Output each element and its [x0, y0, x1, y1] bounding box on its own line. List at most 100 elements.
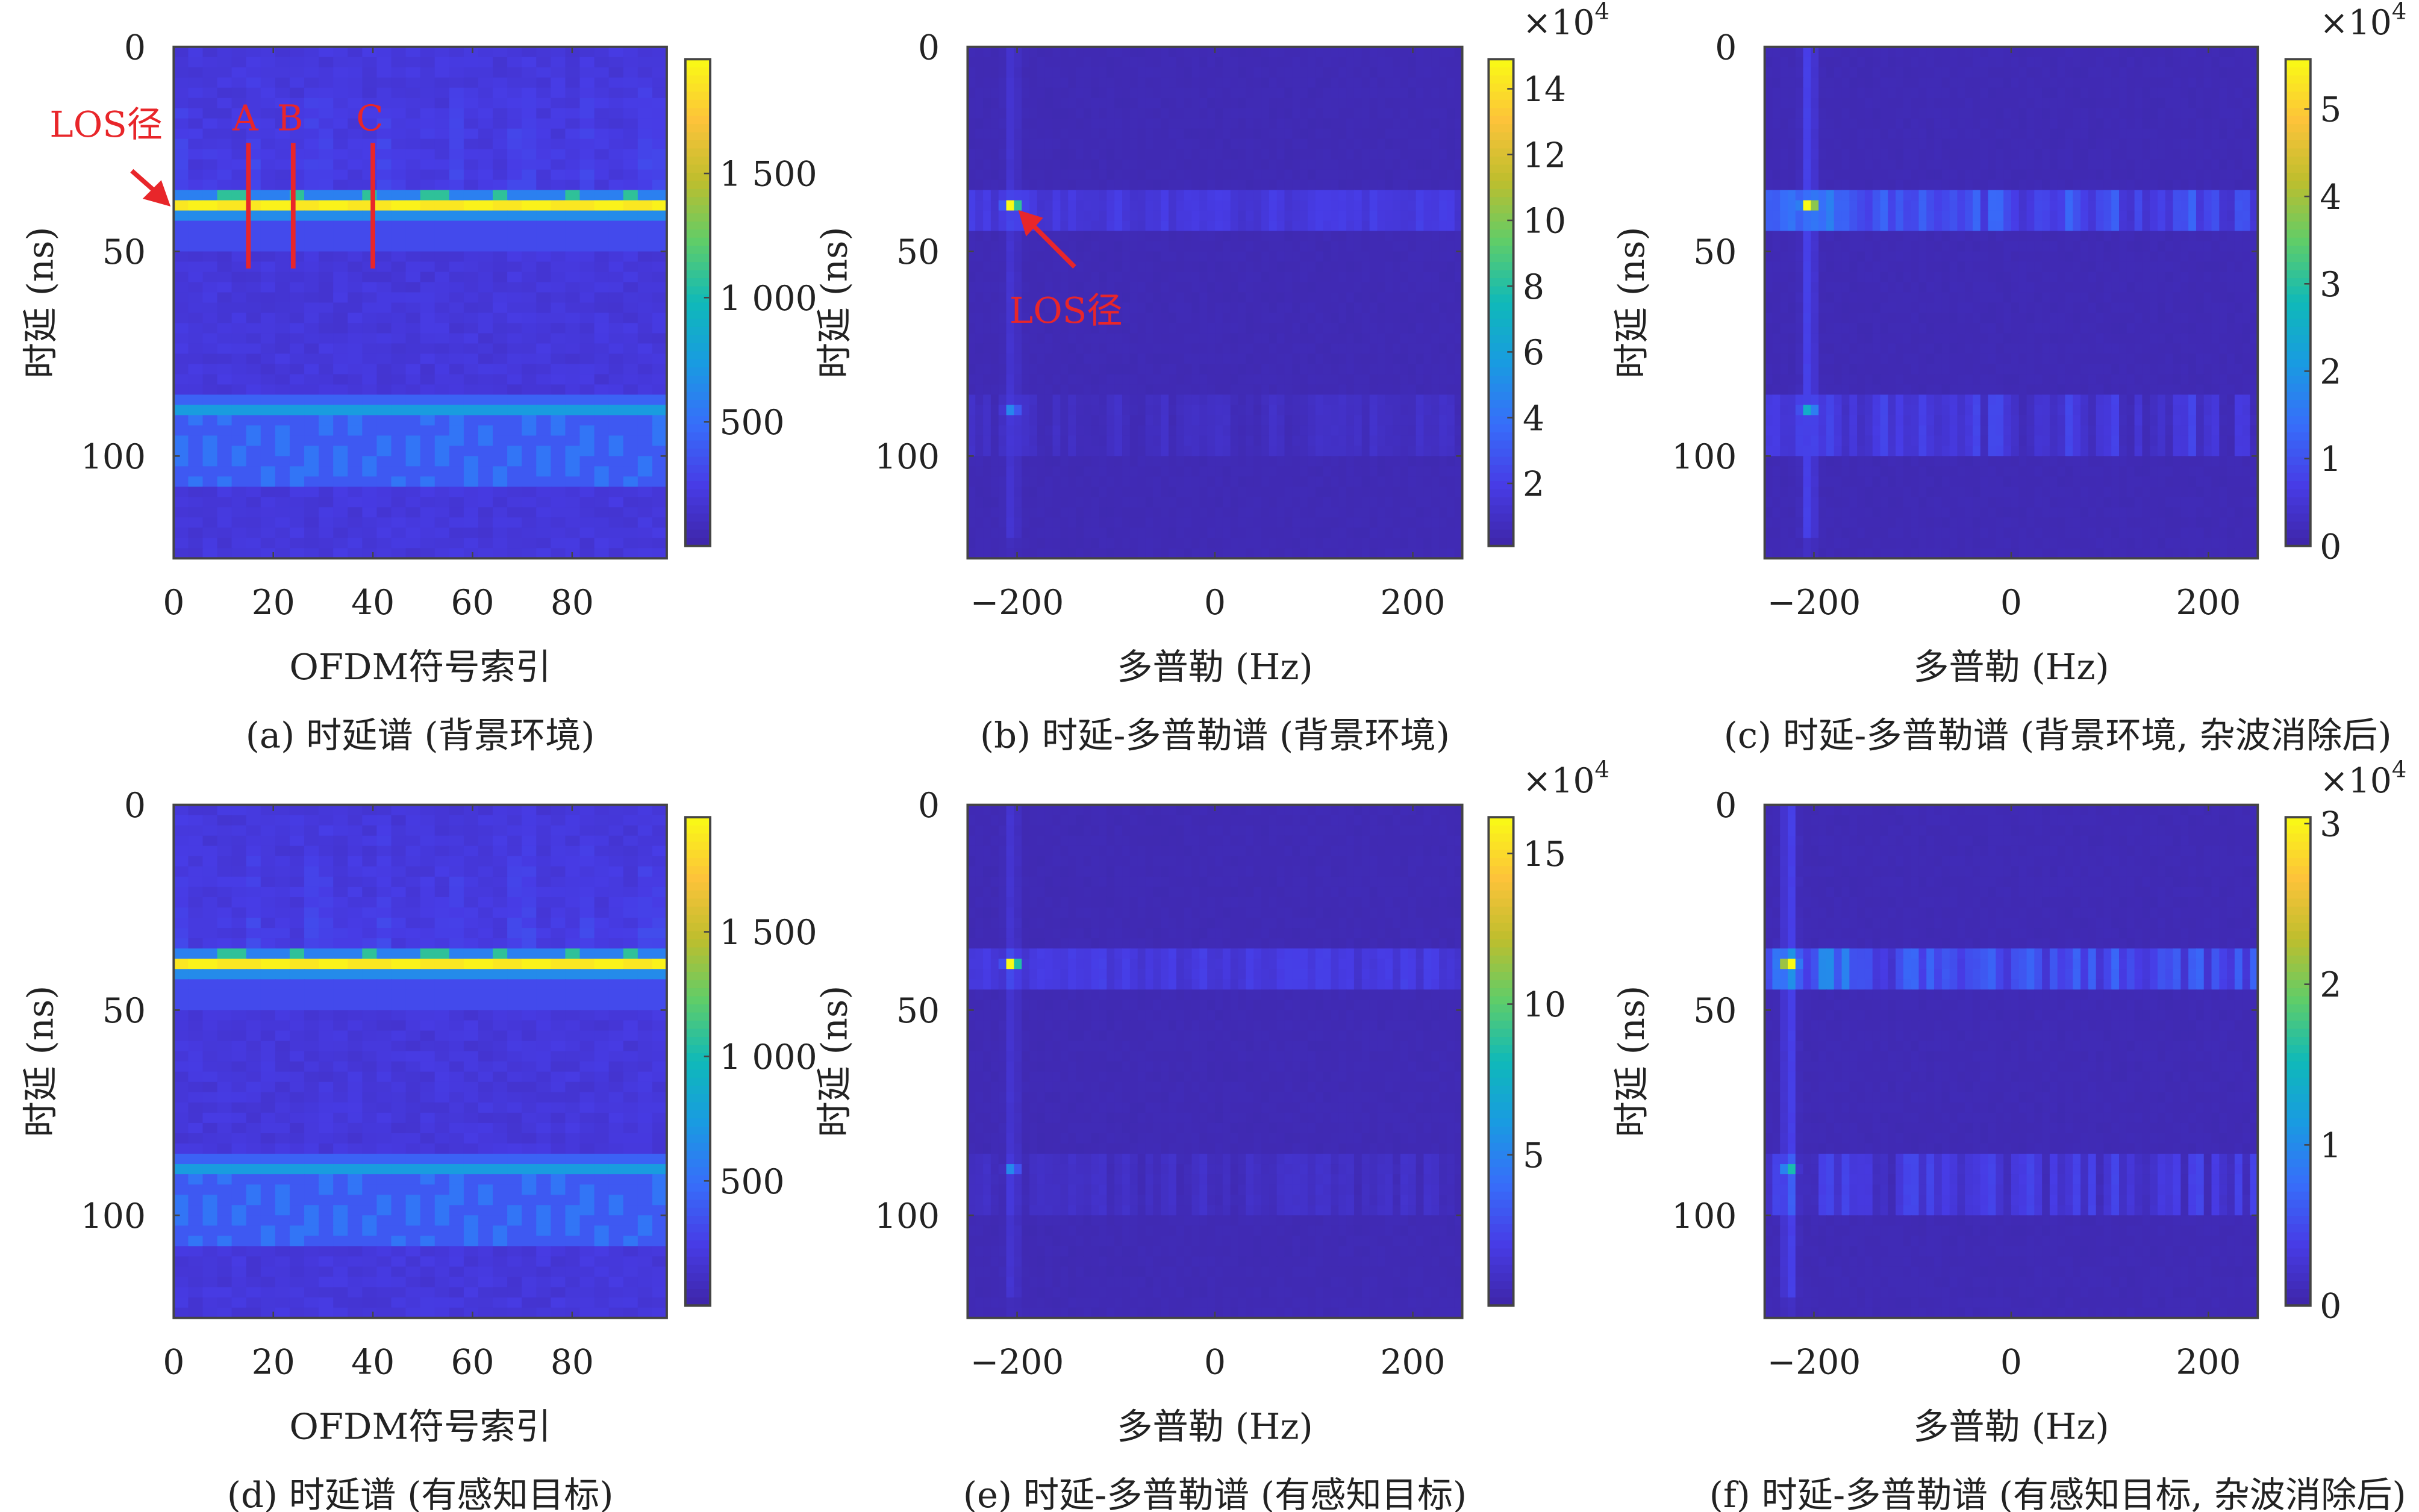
heatmap-cell — [1416, 394, 1425, 406]
heatmap-cell — [522, 138, 537, 150]
heatmap-cell — [1161, 302, 1170, 314]
heatmap-cell — [1361, 548, 1370, 559]
heatmap-cell — [1114, 302, 1123, 314]
heatmap-cell — [1161, 487, 1170, 498]
heatmap-cell — [1331, 231, 1340, 242]
heatmap-cell — [1137, 128, 1146, 140]
heatmap-cell — [1014, 527, 1023, 539]
heatmap-cell — [990, 261, 999, 273]
heatmap-cell — [1385, 57, 1394, 68]
heatmap-cell — [1261, 138, 1270, 150]
heatmap-cell — [217, 57, 233, 68]
heatmap-cell — [1145, 497, 1154, 508]
heatmap-cell — [522, 46, 537, 58]
heatmap-cell — [623, 323, 638, 334]
colorbar-segment — [685, 246, 711, 255]
heatmap-cell — [637, 507, 653, 518]
heatmap-cell — [246, 415, 261, 426]
heatmap-cell — [1253, 476, 1263, 488]
heatmap-cell — [1184, 323, 1193, 334]
heatmap-cell — [594, 231, 610, 242]
heatmap-cell — [289, 292, 305, 303]
heatmap-cell — [1238, 241, 1247, 252]
heatmap-cell — [1385, 333, 1394, 344]
heatmap-cell — [420, 384, 435, 396]
heatmap-cell — [1369, 374, 1378, 385]
heatmap-cell — [1253, 77, 1263, 89]
heatmap-cell — [391, 415, 407, 426]
heatmap-cell — [1122, 405, 1131, 416]
heatmap-cell — [391, 517, 407, 529]
heatmap-cell — [536, 527, 552, 539]
heatmap-cell — [551, 179, 566, 191]
heatmap-cell — [983, 333, 991, 344]
heatmap-cell — [1284, 517, 1293, 529]
heatmap-cell — [1169, 446, 1177, 457]
heatmap-cell — [608, 384, 624, 396]
heatmap-cell — [1122, 261, 1131, 273]
heatmap-cell — [1199, 527, 1208, 539]
heatmap-cell — [1276, 251, 1285, 263]
heatmap-cell — [983, 456, 991, 467]
heatmap-cell — [1052, 323, 1061, 334]
heatmap-cell — [289, 313, 305, 324]
heatmap-cell — [1269, 272, 1278, 283]
heatmap-cell — [275, 118, 290, 129]
heatmap-cell — [522, 405, 537, 416]
heatmap-cell — [1091, 46, 1100, 58]
heatmap-cell — [1129, 548, 1138, 559]
heatmap-cell — [1416, 128, 1425, 140]
heatmap-cell — [1276, 210, 1285, 222]
heatmap-cell — [391, 87, 407, 99]
heatmap-cell — [1076, 384, 1084, 396]
heatmap-cell — [217, 190, 233, 201]
heatmap-cell — [1346, 384, 1355, 396]
heatmap-cell — [1454, 527, 1463, 539]
heatmap-cell — [173, 476, 189, 488]
heatmap-cell — [246, 67, 261, 78]
heatmap-cell — [1114, 435, 1123, 447]
heatmap-cell — [319, 220, 334, 232]
heatmap-cell — [1052, 313, 1061, 324]
heatmap-cell — [1323, 425, 1332, 437]
heatmap-cell — [1284, 190, 1293, 201]
heatmap-cell — [1276, 302, 1285, 314]
heatmap-cell — [173, 302, 189, 314]
heatmap-cell — [1284, 138, 1293, 150]
heatmap-cell — [1292, 98, 1301, 109]
heatmap-cell — [362, 435, 378, 447]
heatmap-cell — [1215, 292, 1223, 303]
heatmap-cell — [652, 374, 668, 385]
heatmap-cell — [579, 302, 595, 314]
heatmap-cell — [1454, 98, 1463, 109]
heatmap-cell — [983, 446, 991, 457]
heatmap-cell — [1076, 343, 1084, 355]
heatmap-cell — [1393, 538, 1401, 549]
heatmap-cell — [1122, 241, 1131, 252]
heatmap-cell — [637, 210, 653, 222]
heatmap-cell — [1060, 323, 1069, 334]
heatmap-cell — [1099, 282, 1108, 293]
marker-label-c: C — [356, 98, 383, 139]
heatmap-cell — [975, 292, 984, 303]
heatmap-cell — [304, 446, 320, 457]
heatmap-cell — [1037, 405, 1046, 416]
heatmap-cell — [434, 507, 450, 518]
heatmap-cell — [1353, 405, 1362, 416]
heatmap-cell — [565, 302, 581, 314]
heatmap-cell — [990, 272, 999, 283]
heatmap-cell — [173, 179, 189, 191]
heatmap-cell — [522, 272, 537, 283]
heatmap-cell — [1284, 425, 1293, 437]
heatmap-cell — [260, 476, 276, 488]
heatmap-cell — [217, 169, 233, 181]
heatmap-cell — [1292, 446, 1301, 457]
heatmap-cell — [975, 138, 984, 150]
heatmap-cell — [1145, 231, 1154, 242]
colorbar-segment — [685, 99, 711, 109]
heatmap-cell — [983, 190, 991, 201]
heatmap-cell — [304, 200, 320, 211]
heatmap-cell — [1361, 282, 1370, 293]
heatmap-cell — [449, 497, 464, 508]
heatmap-cell — [260, 548, 276, 559]
